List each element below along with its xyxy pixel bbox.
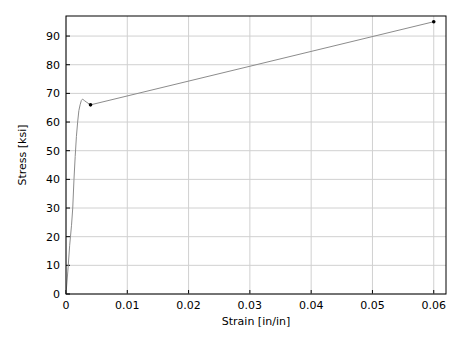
series-line — [66, 22, 434, 294]
tick — [66, 208, 70, 209]
grid-line — [66, 150, 446, 151]
grid-line — [66, 236, 446, 237]
tick — [66, 179, 70, 180]
grid-line — [372, 16, 373, 294]
tick-label: 0.03 — [238, 299, 263, 312]
tick-label: 20 — [46, 231, 60, 244]
grid-line — [249, 16, 250, 294]
grid-line — [188, 16, 189, 294]
x-axis-label: Strain [in/in] — [222, 315, 290, 328]
tick — [433, 290, 434, 294]
grid-line — [66, 93, 446, 94]
tick — [188, 290, 189, 294]
grid-line — [311, 16, 312, 294]
grid-line — [127, 16, 128, 294]
grid-line — [66, 122, 446, 123]
tick — [66, 122, 70, 123]
plot-area — [66, 16, 446, 294]
tick-label: 0 — [53, 288, 60, 301]
tick — [127, 290, 128, 294]
tick-label: 80 — [46, 59, 60, 72]
x-axis: 0 0.01 0.02 0.03 0.04 0.05 0.06 — [63, 16, 446, 312]
tick-label: 90 — [46, 30, 60, 43]
tick-label: 0.04 — [299, 299, 324, 312]
tick-label: 50 — [46, 145, 60, 158]
tick-label: 0.02 — [176, 299, 201, 312]
y-axis: 0 10 20 30 40 50 60 70 80 90 — [46, 30, 446, 301]
tick — [66, 150, 70, 151]
marker — [89, 103, 93, 107]
tick-label: 0.01 — [115, 299, 140, 312]
grid-line — [66, 36, 446, 37]
grid-line — [66, 208, 446, 209]
marker — [432, 20, 436, 24]
tick-label: 70 — [46, 87, 60, 100]
tick-label: 10 — [46, 259, 60, 272]
grid-line — [66, 265, 446, 266]
tick-label: 40 — [46, 173, 60, 186]
tick — [66, 236, 70, 237]
grid-line — [66, 179, 446, 180]
y-axis-label: Stress [ksi] — [16, 124, 29, 185]
tick — [372, 290, 373, 294]
background — [0, 0, 468, 343]
chart: 0 0.01 0.02 0.03 0.04 0.05 0.06 0 10 20 30 40 50 60 70… — [0, 0, 468, 343]
tick-label: 60 — [46, 116, 60, 129]
tick-label: 0.05 — [360, 299, 385, 312]
tick — [249, 290, 250, 294]
tick — [66, 36, 70, 37]
tick-label: 0 — [63, 299, 70, 312]
tick-label: 30 — [46, 202, 60, 215]
tick — [66, 93, 70, 94]
tick — [66, 64, 70, 65]
frame — [66, 16, 446, 294]
tick — [311, 290, 312, 294]
data — [66, 20, 436, 294]
grid-line — [433, 16, 434, 294]
tick-label: 0.06 — [421, 299, 446, 312]
